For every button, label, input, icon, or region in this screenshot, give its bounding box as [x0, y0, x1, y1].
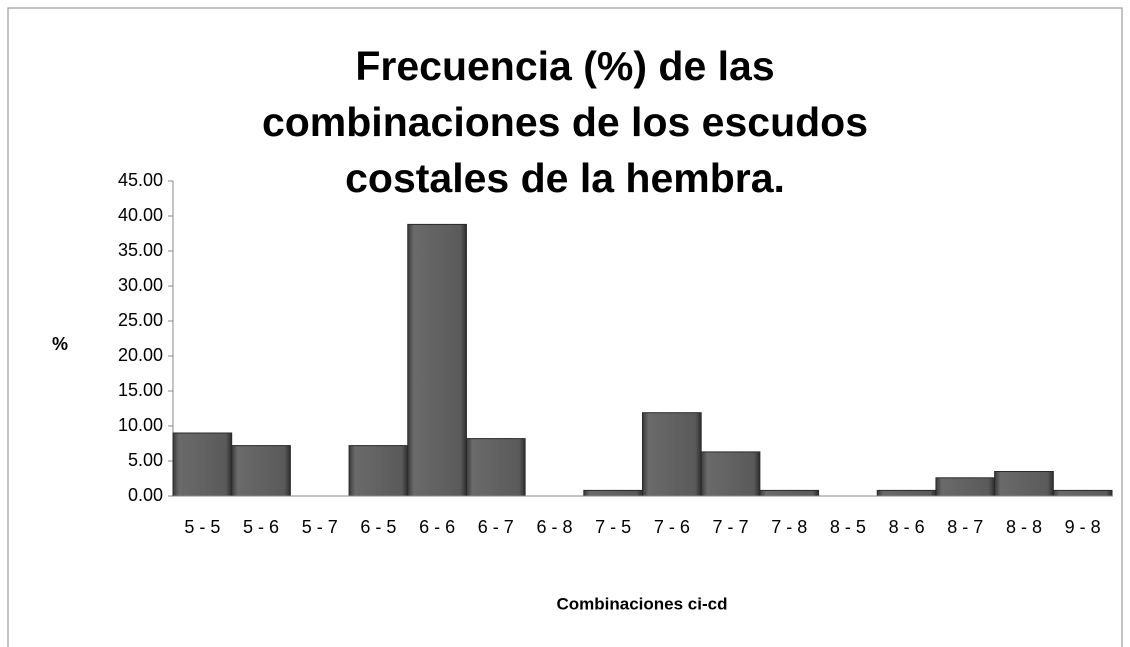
x-tick-label: 7 - 5 [595, 517, 631, 537]
bar [876, 489, 937, 497]
bar [1052, 489, 1113, 497]
x-tick-label: 5 - 5 [184, 517, 220, 537]
x-tick-label: 6 - 5 [360, 517, 396, 537]
x-tick-label: 7 - 7 [713, 517, 749, 537]
bar [348, 445, 409, 497]
chart-title: Frecuencia (%) de las combinaciones de l… [261, 43, 869, 201]
bar [231, 445, 291, 497]
x-tick-label: 8 - 7 [947, 517, 983, 537]
x-tick-label: 7 - 8 [771, 517, 807, 537]
x-tick-label: 5 - 7 [302, 517, 338, 537]
bar [642, 412, 702, 497]
x-tick-label: 8 - 6 [889, 517, 925, 537]
y-axis-label: % [52, 334, 68, 354]
x-tick-label: 6 - 8 [536, 517, 572, 537]
y-tick-label: 20.00 [118, 345, 163, 365]
bar [407, 223, 467, 497]
chart-border [7, 7, 1123, 647]
x-axis-label: Combinaciones ci-cd [557, 594, 728, 613]
x-tick-label: 5 - 6 [243, 517, 279, 537]
bar [994, 471, 1054, 497]
y-tick-label: 15.00 [118, 380, 163, 400]
x-tick-label: 6 - 7 [478, 517, 514, 537]
bar [465, 438, 526, 497]
bar [759, 489, 820, 497]
y-tick-label: 0.00 [128, 485, 163, 505]
y-tick-label: 45.00 [118, 170, 163, 190]
y-tick-label: 5.00 [128, 450, 163, 470]
y-tick-label: 40.00 [118, 205, 163, 225]
y-tick-label: 10.00 [118, 415, 163, 435]
x-tick-label: 7 - 6 [654, 517, 690, 537]
bar [935, 477, 996, 497]
x-tick-label: 8 - 5 [830, 517, 866, 537]
bar [583, 489, 643, 497]
y-tick-label: 35.00 [118, 240, 163, 260]
x-tick-label: 6 - 6 [419, 517, 455, 537]
x-tick-label: 8 - 8 [1006, 517, 1042, 537]
bar [700, 451, 761, 497]
bar [172, 432, 233, 497]
y-tick-label: 25.00 [118, 310, 163, 330]
y-tick-label: 30.00 [118, 275, 163, 295]
x-tick-label: 9 - 8 [1065, 517, 1101, 537]
